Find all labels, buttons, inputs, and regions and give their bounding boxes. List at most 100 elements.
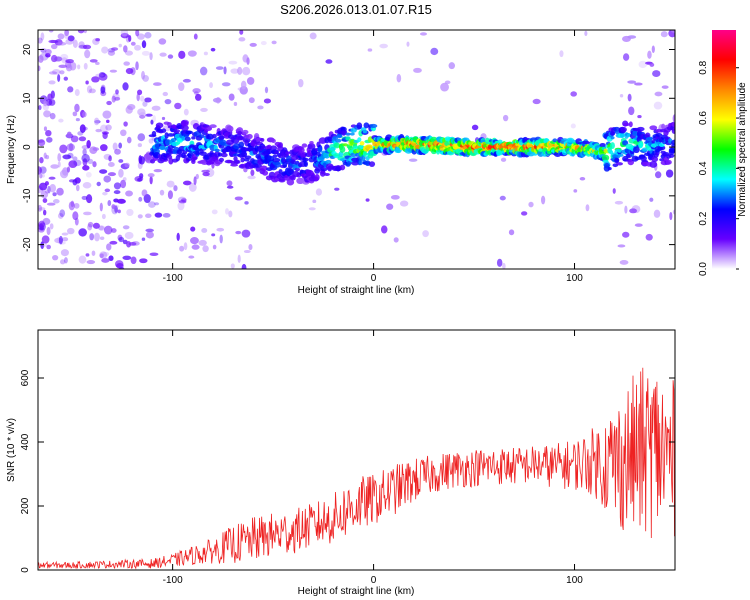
spectrogram-cell: [65, 58, 74, 64]
spectrogram-cell: [141, 189, 148, 197]
spectrogram-cell: [665, 159, 672, 165]
spectrogram-cell: [48, 99, 56, 106]
spectrogram-cell: [191, 136, 196, 140]
spectrogram-cell: [120, 32, 129, 39]
spectrogram-cell: [307, 143, 316, 150]
spectrogram-cell: [87, 221, 94, 228]
spectrogram-cell: [303, 160, 309, 168]
spectrogram-cell: [665, 169, 674, 178]
spectrogram-cell: [309, 32, 317, 40]
spectrogram-cell: [180, 124, 189, 131]
spectrogram-cell: [235, 230, 242, 235]
spectrogram-cell: [303, 157, 309, 162]
spectrogram-cell: [672, 209, 675, 215]
spectrogram-cell: [240, 80, 247, 90]
spectrogram-cell: [238, 141, 245, 148]
y-tick-label: 20: [22, 44, 33, 56]
spectrogram-cell: [52, 68, 61, 75]
spectrogram-cell: [122, 177, 127, 182]
spectrogram-cell: [184, 136, 191, 142]
spectrogram-cell: [58, 118, 64, 123]
spectrogram-cell: [112, 142, 118, 151]
x-axis-label: Height of straight line (km): [298, 586, 415, 597]
colorbar-tick-label: 0.8: [698, 60, 709, 74]
spectrogram-cell: [287, 168, 294, 175]
spectrogram-cell: [603, 162, 610, 169]
spectrogram-cell: [74, 88, 80, 97]
spectrogram-cell: [671, 139, 675, 145]
spectrogram-cell: [61, 232, 69, 236]
spectrogram-cell: [154, 212, 163, 218]
spectrogram-cell: [145, 113, 153, 117]
spectrogram-cell: [115, 89, 119, 95]
spectrogram-cell: [238, 37, 246, 42]
y-tick-label: 10: [22, 92, 33, 104]
spectrogram-cell: [109, 69, 118, 73]
spectrogram-cell: [164, 132, 169, 139]
spectrogram-cell: [641, 147, 648, 152]
spectrogram-cell: [153, 169, 163, 173]
spectrogram-cell: [408, 158, 418, 162]
spectrogram-cell: [668, 153, 675, 158]
spectrogram-cell: [83, 126, 88, 131]
spectrogram-cell: [57, 213, 64, 219]
spectrogram-cell: [214, 148, 220, 153]
spectrogram-cell: [624, 205, 628, 214]
spectrogram-cell: [309, 141, 314, 145]
spectrogram-cell: [141, 237, 146, 241]
spectrogram-cell: [315, 188, 323, 196]
spectrogram-cell: [66, 143, 75, 152]
spectrogram-cell: [198, 134, 205, 139]
spectrogram-cell: [502, 262, 506, 269]
spectrogram-cell: [145, 228, 154, 233]
spectrogram-cell: [653, 209, 661, 218]
spectrogram-cell: [120, 30, 129, 37]
spectrogram-cell: [559, 50, 564, 58]
spectrogram-cell: [52, 199, 60, 204]
spectrogram-cell: [263, 98, 272, 104]
spectrogram-cell: [520, 211, 528, 216]
spectrogram-cell: [191, 244, 200, 250]
spectrogram-cell: [457, 137, 462, 142]
spectrogram-cell: [88, 88, 96, 94]
spectrogram-cell: [242, 54, 249, 63]
spectrogram-cell: [362, 151, 367, 158]
spectrogram-cell: [239, 30, 244, 35]
spectrogram-cell: [49, 112, 56, 120]
spectrogram-cell: [202, 245, 209, 253]
spectrogram-cell: [124, 231, 134, 240]
spectrogram-cell: [420, 32, 427, 36]
spectrogram-cell: [63, 76, 69, 81]
spectrogram-cell: [120, 179, 127, 189]
spectrogram-cell: [72, 211, 79, 221]
spectrogram-cell: [50, 54, 58, 63]
spectrogram-cell: [92, 222, 100, 229]
spectrogram-cell: [499, 195, 506, 201]
spectrogram-cell: [139, 114, 146, 119]
spectrogram-cell: [60, 53, 69, 61]
spectrogram-cell: [46, 136, 53, 143]
spectrogram-cell: [145, 213, 152, 218]
spectrogram-cell: [178, 82, 185, 91]
spectrogram-cell: [62, 154, 72, 160]
spectrogram-cell: [123, 45, 128, 53]
spectrogram-cell: [113, 190, 121, 195]
spectrogram-cell: [122, 255, 132, 261]
spectrogram-cell: [150, 119, 154, 125]
spectrogram-cell: [46, 244, 51, 250]
spectrogram-cell: [622, 140, 629, 146]
spectrogram-cell: [271, 40, 277, 45]
spectrogram-cell: [448, 62, 456, 70]
spectrogram-cell: [162, 213, 171, 218]
spectrogram-cell: [290, 159, 297, 164]
spectrogram-cell: [616, 162, 623, 166]
spectrogram-cell: [237, 66, 243, 75]
spectrogram-cell: [638, 142, 643, 149]
spectrogram-cell: [95, 128, 102, 133]
spectrogram-cell: [617, 149, 622, 153]
spectrogram-cell: [101, 46, 109, 54]
spectrogram-cell: [131, 241, 140, 246]
spectrogram-cell: [627, 159, 635, 166]
spectrogram-cell: [123, 61, 130, 66]
spectrogram-cell: [94, 232, 100, 242]
